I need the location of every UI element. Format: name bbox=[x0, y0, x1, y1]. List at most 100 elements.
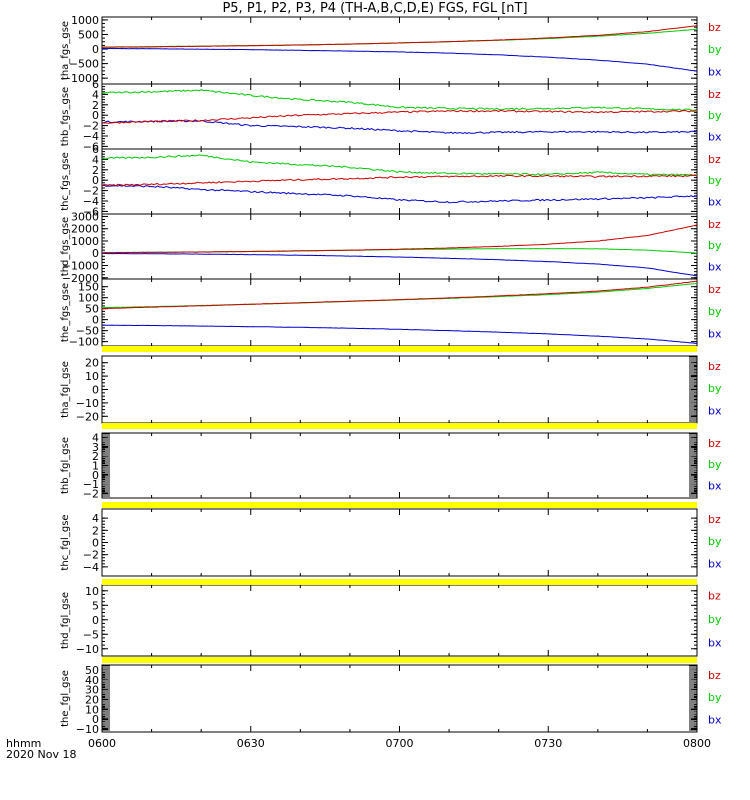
panel-frame bbox=[101, 83, 698, 150]
y-tick-label: −1000 bbox=[62, 72, 99, 85]
y-tick-label: −6 bbox=[83, 205, 99, 218]
y-axis-label: tha_fgl_gse bbox=[60, 361, 71, 418]
x-tick-label: 0730 bbox=[534, 737, 562, 750]
legend-bz: bz bbox=[708, 88, 721, 101]
y-tick-label: 10 bbox=[85, 703, 99, 716]
series-bz bbox=[102, 280, 698, 310]
y-axis-label: the_fgl_gse bbox=[60, 670, 71, 727]
y-tick-label: −10 bbox=[76, 723, 99, 736]
y-tick-label: 5 bbox=[92, 599, 99, 612]
y-tick-label: −4 bbox=[83, 195, 99, 208]
y-tick-label: 0 bbox=[92, 247, 99, 260]
y-tick-label: 40 bbox=[85, 674, 99, 687]
y-axis-label: thc_fgl_gse bbox=[60, 514, 71, 570]
legend-bz: bz bbox=[708, 513, 721, 526]
y-axis-label: thb_fgs_gse bbox=[60, 87, 71, 146]
y-tick-label: 2 bbox=[92, 164, 99, 177]
series-by bbox=[101, 89, 698, 112]
y-tick-label: 3 bbox=[92, 441, 99, 454]
y-tick-label: 4 bbox=[92, 432, 99, 445]
y-axis-label: thd_fgs_gse bbox=[60, 217, 71, 276]
y-tick-label: −4 bbox=[83, 130, 99, 143]
legend-bz: bz bbox=[708, 360, 721, 373]
y-tick-label: −50 bbox=[76, 325, 99, 338]
legend-by: by bbox=[708, 691, 722, 704]
legend-bz: bz bbox=[708, 283, 721, 296]
y-tick-label: 20 bbox=[85, 693, 99, 706]
legend-by: by bbox=[708, 382, 722, 395]
y-tick-label: 0 bbox=[92, 174, 99, 187]
y-tick-label: −100 bbox=[69, 336, 99, 349]
panel-frame bbox=[101, 432, 698, 499]
y-tick-label: 30 bbox=[85, 684, 99, 697]
legend-bx: bx bbox=[708, 196, 722, 209]
y-tick-label: 50 bbox=[85, 664, 99, 677]
legend-by: by bbox=[708, 458, 722, 471]
y-tick-label: 2 bbox=[92, 524, 99, 537]
y-tick-label: 2000 bbox=[71, 223, 99, 236]
y-tick-label: 3000 bbox=[71, 210, 99, 223]
y-tick-label: 2 bbox=[92, 99, 99, 112]
y-tick-label: −1000 bbox=[62, 260, 99, 273]
series-bz bbox=[102, 224, 698, 254]
y-tick-label: 0 bbox=[92, 314, 99, 327]
panel-frame bbox=[101, 584, 698, 657]
y-tick-label: 4 bbox=[92, 88, 99, 101]
x-tick-label: 0600 bbox=[88, 737, 116, 750]
legend-bz: bz bbox=[708, 590, 721, 603]
legend-by: by bbox=[708, 613, 722, 626]
panel-thd_fgl_gse: 105 0−5 −10 thd_fgl_gse bz by bx bbox=[60, 584, 722, 657]
y-tick-label: 20 bbox=[85, 357, 99, 370]
panel-frame bbox=[101, 16, 698, 85]
series-bx bbox=[101, 47, 698, 72]
y-axis-label: thb_fgl_gse bbox=[60, 437, 71, 494]
series-by bbox=[101, 28, 698, 48]
panel-frame bbox=[101, 278, 698, 347]
series-bx bbox=[102, 119, 697, 135]
y-tick-label: 0 bbox=[92, 469, 99, 482]
panel-frame bbox=[101, 148, 698, 215]
yellow-bar bbox=[102, 423, 697, 429]
y-tick-label: 500 bbox=[78, 28, 99, 41]
yellow-bar bbox=[102, 579, 697, 585]
panel-frame bbox=[101, 213, 698, 280]
legend-bx: bx bbox=[708, 131, 722, 144]
y-axis-label: tha_fgs_gse bbox=[60, 21, 71, 80]
legend-by: by bbox=[708, 43, 722, 56]
legend-bz: bz bbox=[708, 437, 721, 450]
legend-bz: bz bbox=[708, 153, 721, 166]
plot-title: P5, P1, P2, P3, P4 (TH-A,B,C,D,E) FGS, F… bbox=[222, 1, 527, 16]
y-tick-label: 0 bbox=[92, 713, 99, 726]
y-tick-label: −2000 bbox=[62, 272, 99, 285]
y-axis-label: thc_fgs_gse bbox=[60, 152, 71, 211]
legend-by: by bbox=[708, 305, 722, 318]
legend-by: by bbox=[708, 174, 722, 187]
y-tick-label: 10 bbox=[85, 585, 99, 598]
y-axis-label: the_fgs_gse bbox=[60, 283, 71, 342]
y-tick-label: 100 bbox=[78, 292, 99, 305]
y-tick-label: −20 bbox=[76, 410, 99, 423]
y-tick-label: 0 bbox=[92, 109, 99, 122]
y-tick-label: 6 bbox=[92, 78, 99, 91]
legend-bx: bx bbox=[708, 713, 722, 726]
series-bz bbox=[101, 109, 698, 124]
y-tick-label: −5 bbox=[83, 628, 99, 641]
yellow-bar bbox=[102, 657, 697, 663]
y-tick-label: −10 bbox=[76, 643, 99, 656]
time-axis-label-date: 2020 Nov 18 bbox=[6, 748, 76, 761]
y-tick-label: −10 bbox=[76, 397, 99, 410]
y-tick-label: 1000 bbox=[71, 14, 99, 27]
y-tick-label: 0 bbox=[92, 537, 99, 550]
y-tick-label: −1 bbox=[83, 478, 99, 491]
y-tick-label: 0 bbox=[92, 614, 99, 627]
y-tick-label: 1000 bbox=[71, 235, 99, 248]
yellow-bar bbox=[102, 502, 697, 508]
y-tick-label: −2 bbox=[83, 487, 99, 500]
